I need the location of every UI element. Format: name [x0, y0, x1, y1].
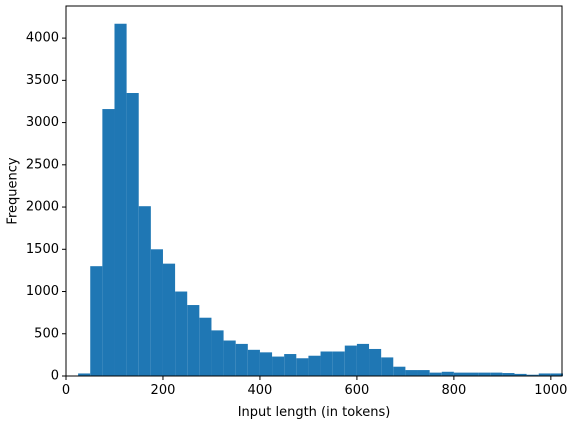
- bar: [114, 23, 127, 377]
- bar: [466, 372, 479, 376]
- bar: [405, 370, 418, 376]
- x-axis-label: Input length (in tokens): [238, 405, 391, 420]
- bar: [308, 355, 321, 376]
- bar: [102, 109, 115, 377]
- x-tick-label: 600: [344, 383, 369, 398]
- bar: [490, 372, 503, 376]
- y-axis-label: Frequency: [6, 157, 21, 224]
- bar: [150, 249, 163, 376]
- y-tick-label: 2000: [26, 200, 59, 215]
- bar: [320, 351, 333, 376]
- bar: [344, 345, 357, 376]
- y-tick-label: 0: [51, 369, 59, 384]
- bar: [187, 305, 200, 376]
- x-tick-label: 800: [441, 383, 466, 398]
- bar: [453, 372, 466, 376]
- bar: [441, 371, 454, 376]
- bar: [296, 358, 309, 376]
- bar: [211, 330, 224, 376]
- bar: [175, 291, 188, 376]
- bar: [162, 263, 176, 376]
- y-tick-label: 4000: [26, 31, 59, 46]
- bar: [514, 373, 527, 376]
- y-tick-label: 500: [34, 326, 59, 341]
- y-tick-label: 1500: [26, 242, 59, 257]
- x-tick-label: 400: [248, 383, 273, 398]
- bar: [381, 357, 394, 376]
- bar: [356, 343, 370, 376]
- bar: [78, 373, 91, 376]
- y-tick-label: 3500: [26, 73, 59, 88]
- bar: [138, 206, 151, 376]
- bar: [332, 351, 345, 376]
- x-tick-label: 200: [151, 383, 176, 398]
- bar: [393, 366, 406, 376]
- bar: [478, 372, 491, 376]
- bar: [429, 372, 442, 376]
- y-tick-label: 1000: [26, 284, 59, 299]
- bar: [502, 373, 515, 376]
- y-tick-label: 3000: [26, 115, 59, 130]
- bar: [284, 354, 297, 376]
- bar: [90, 266, 103, 376]
- x-tick-label: 0: [62, 383, 70, 398]
- bar: [247, 349, 260, 376]
- bar: [199, 317, 212, 376]
- bar: [526, 374, 539, 376]
- bar: [259, 352, 273, 376]
- bar: [126, 93, 139, 377]
- bar: [538, 373, 551, 376]
- bar: [223, 340, 236, 376]
- bar: [235, 343, 248, 376]
- bar: [550, 373, 563, 376]
- y-tick-label: 2500: [26, 157, 59, 172]
- bar: [369, 348, 382, 376]
- bar: [272, 356, 285, 376]
- bar: [417, 370, 430, 376]
- x-tick-label: 1000: [534, 383, 567, 398]
- axes-frame: [65, 5, 563, 377]
